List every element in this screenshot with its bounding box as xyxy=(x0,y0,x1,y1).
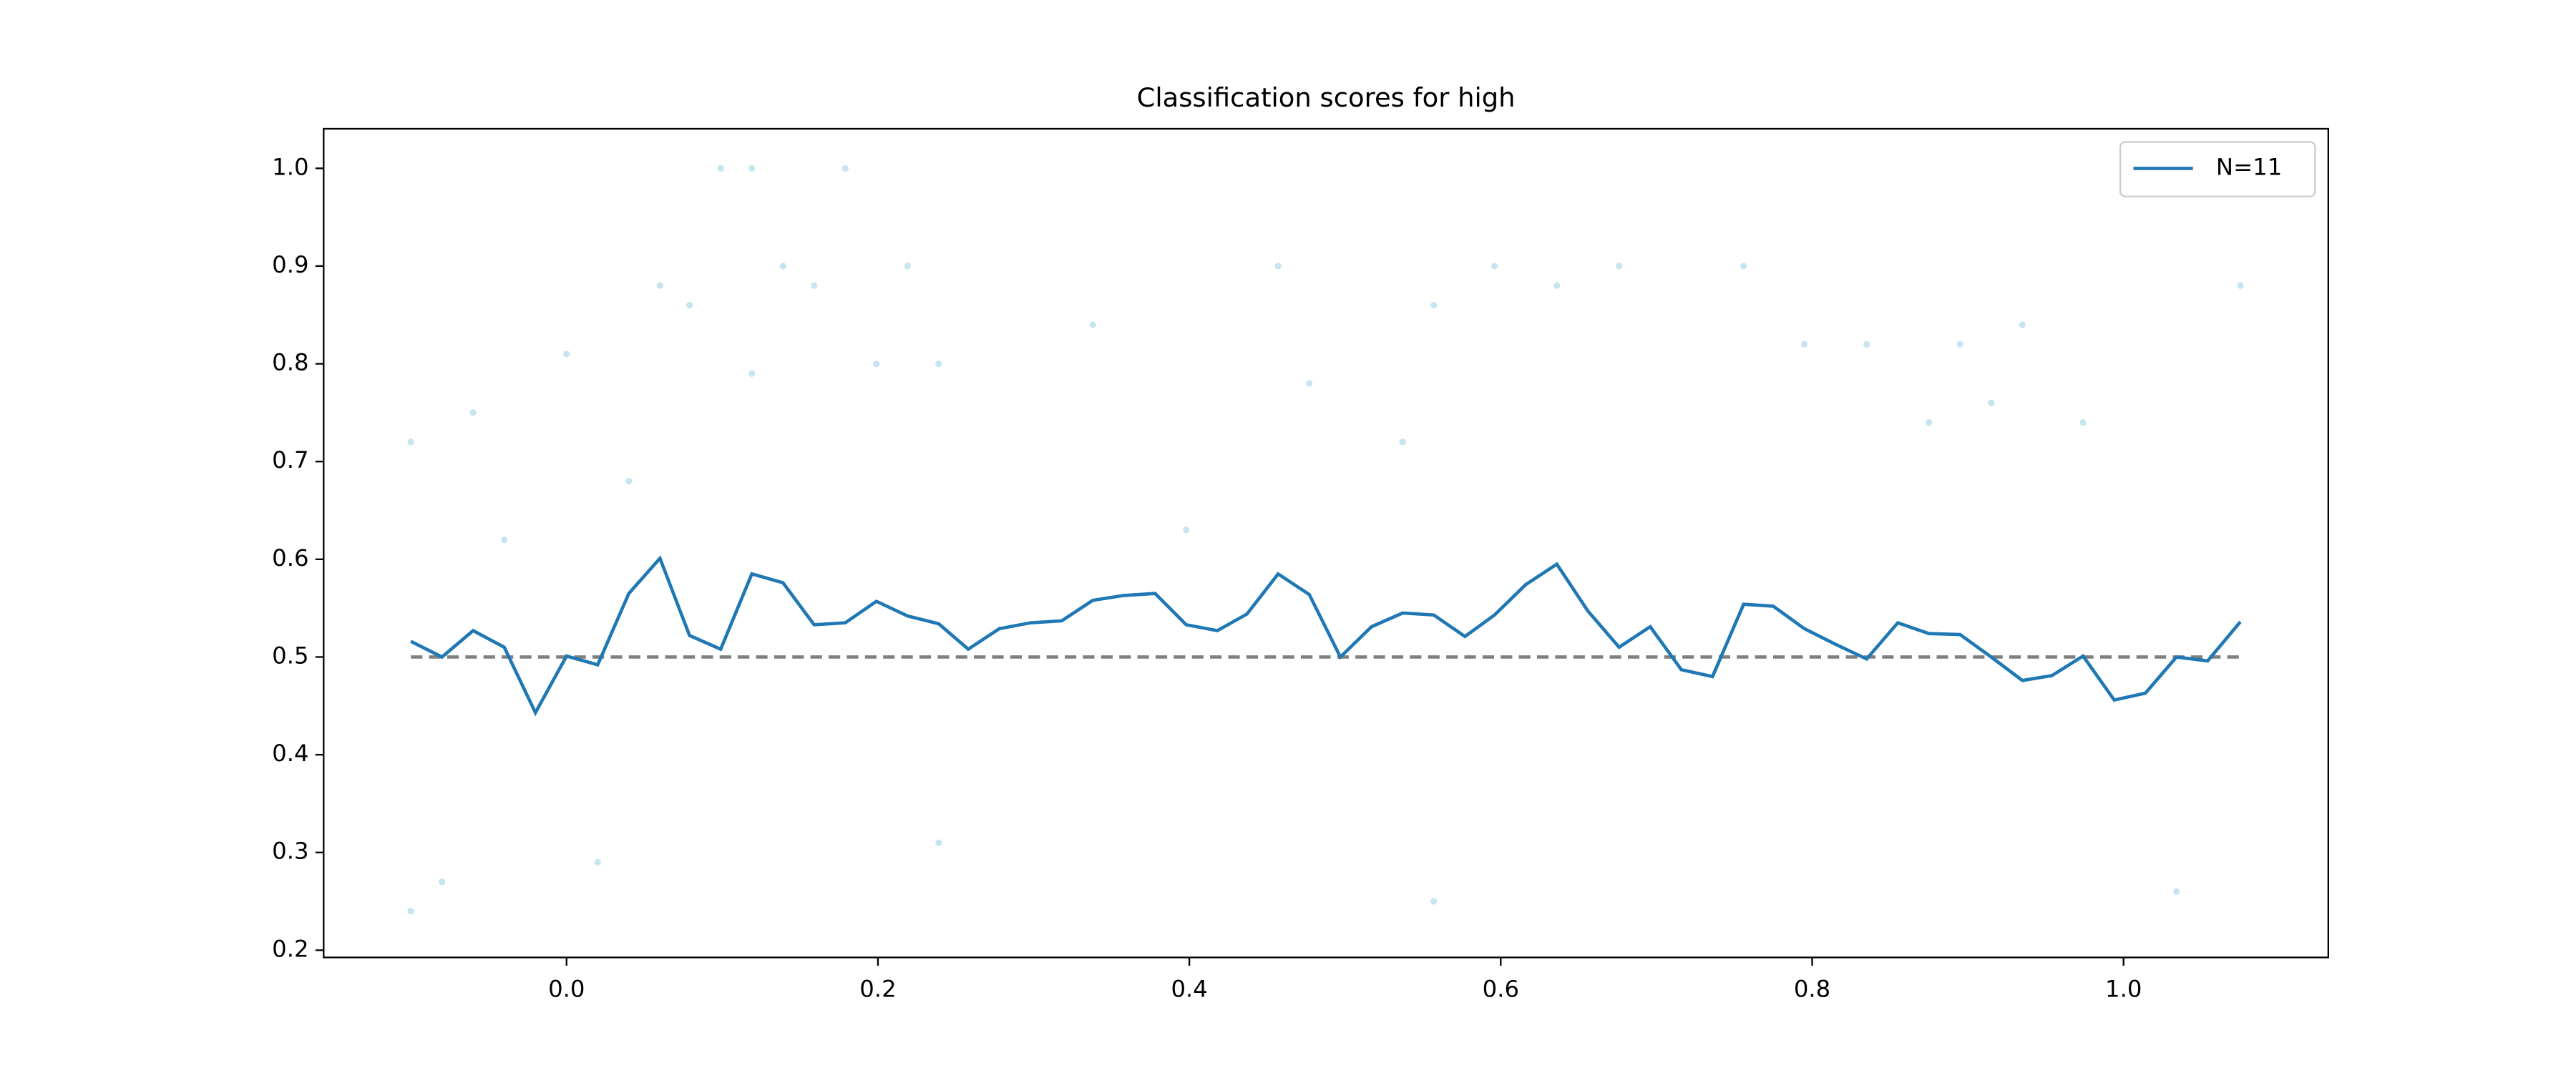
score-point xyxy=(1740,263,1747,270)
score-point xyxy=(1553,282,1561,289)
y-tick-label: 0.9 xyxy=(272,251,308,278)
x-tick-label: 0.8 xyxy=(1794,976,1830,1003)
score-point xyxy=(873,360,880,368)
score-point xyxy=(1399,438,1406,446)
x-tick-label: 0.6 xyxy=(1483,976,1519,1003)
y-tick-label: 0.3 xyxy=(272,838,308,865)
score-point xyxy=(717,165,724,172)
score-point xyxy=(2173,888,2180,895)
score-point xyxy=(748,370,756,377)
score-point xyxy=(2079,418,2087,426)
score-point xyxy=(1616,263,1623,270)
x-tick-label: 0.0 xyxy=(548,976,585,1003)
score-point xyxy=(1491,263,1498,270)
legend-label: N=11 xyxy=(2216,153,2282,180)
score-point xyxy=(1430,301,1438,309)
score-point xyxy=(594,858,601,866)
score-point xyxy=(779,263,786,270)
score-point xyxy=(686,301,693,309)
score-point xyxy=(625,477,633,485)
score-point xyxy=(811,282,818,289)
chart-title: Classification scores for high xyxy=(1137,82,1516,113)
legend-box xyxy=(2119,141,2316,197)
score-point xyxy=(1956,340,1963,348)
score-point xyxy=(563,351,570,358)
score-point xyxy=(935,839,942,846)
score-point xyxy=(1926,418,1933,426)
y-tick-label: 0.7 xyxy=(272,446,308,474)
score-point xyxy=(1801,340,1808,348)
plot-frame xyxy=(323,127,2329,959)
series-line xyxy=(410,555,2242,717)
y-tick-label: 0.8 xyxy=(272,349,308,376)
score-point xyxy=(407,438,414,446)
score-point xyxy=(407,908,414,915)
y-tick-label: 0.4 xyxy=(272,740,308,767)
score-point xyxy=(1089,321,1096,328)
score-point xyxy=(2237,282,2244,289)
y-tick-label: 1.0 xyxy=(272,153,308,180)
score-point xyxy=(1274,263,1282,270)
score-point xyxy=(656,282,663,289)
score-point xyxy=(469,409,477,416)
y-tick-label: 0.5 xyxy=(272,642,308,669)
score-point xyxy=(935,360,942,368)
score-point xyxy=(1306,380,1313,387)
score-point xyxy=(841,165,849,172)
x-tick-label: 0.2 xyxy=(859,976,896,1003)
score-point xyxy=(748,165,756,172)
score-point xyxy=(1430,898,1438,905)
score-point xyxy=(1863,340,1870,348)
score-point xyxy=(439,878,446,886)
score-point xyxy=(2019,321,2026,328)
score-point xyxy=(501,536,508,544)
score-point xyxy=(1183,526,1190,534)
y-tick-label: 0.2 xyxy=(272,935,308,962)
score-point xyxy=(1988,399,1995,406)
x-tick-label: 0.4 xyxy=(1171,976,1207,1003)
score-point xyxy=(904,263,911,270)
y-tick-label: 0.6 xyxy=(272,544,308,572)
x-tick-label: 1.0 xyxy=(2105,976,2142,1003)
